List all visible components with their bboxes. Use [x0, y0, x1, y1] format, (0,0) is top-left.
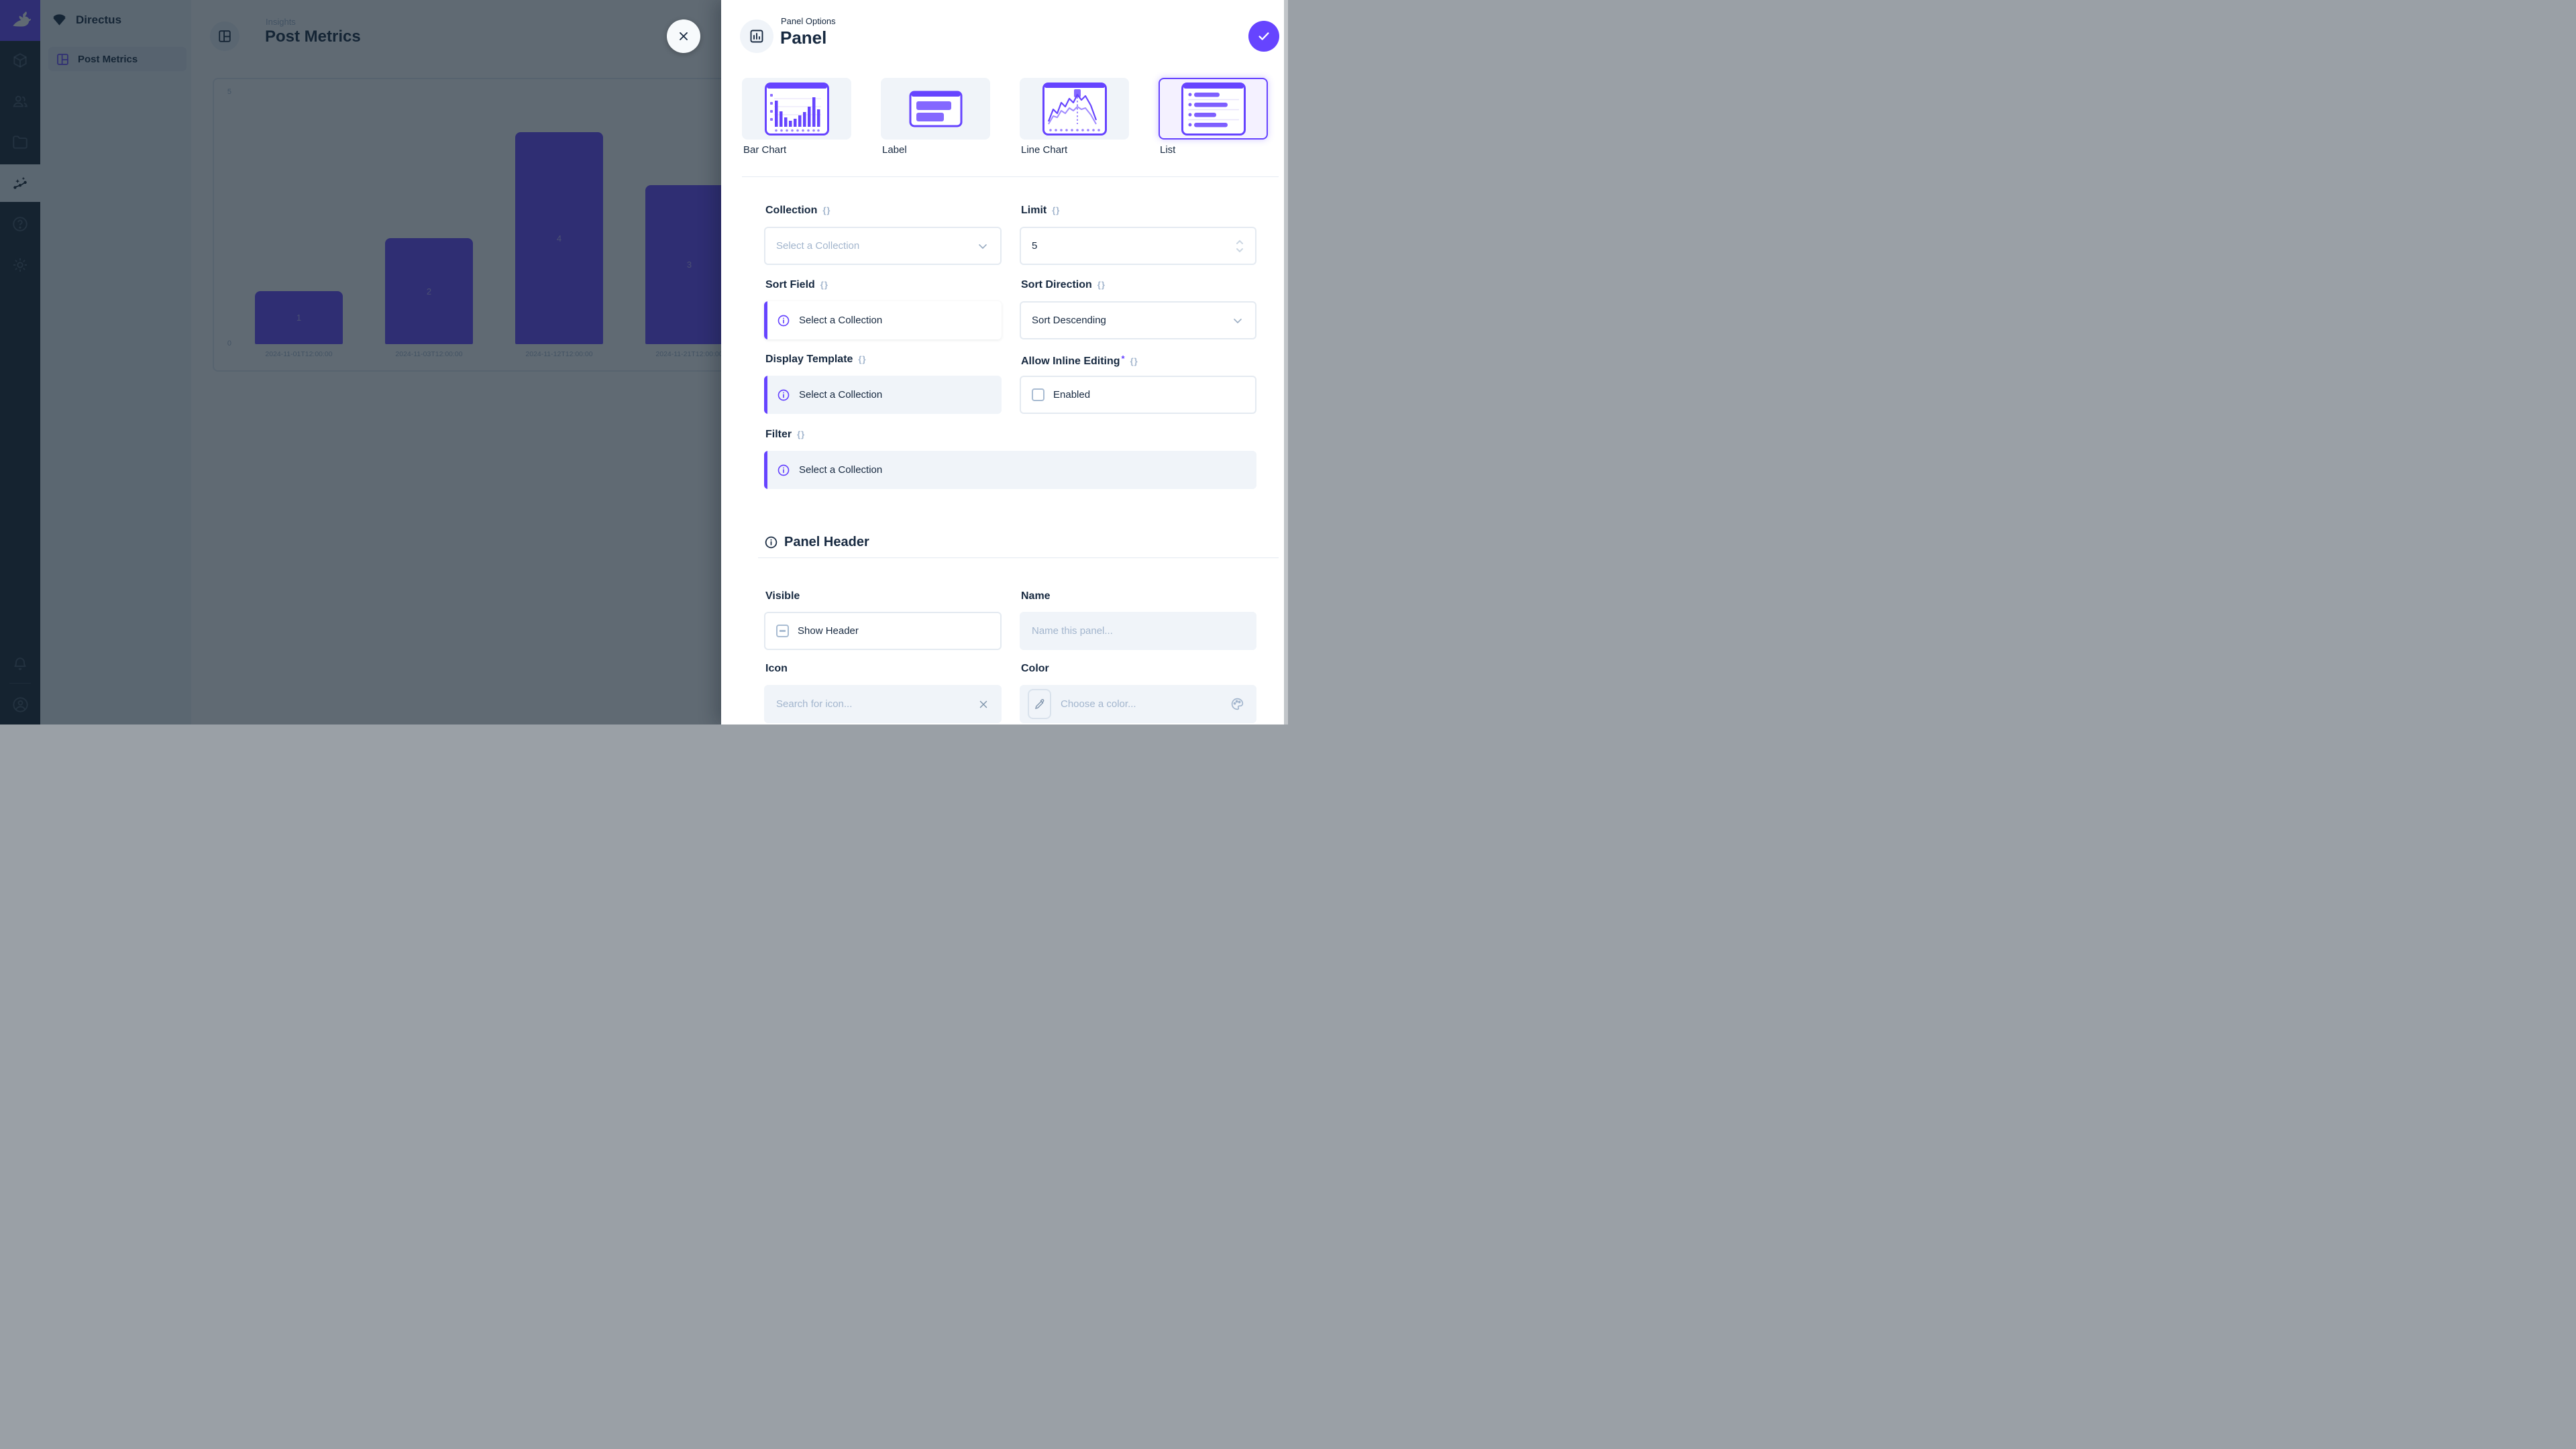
icon-search-field[interactable]: Search for icon...	[764, 685, 1002, 723]
field-label-icon: Icon	[765, 663, 788, 674]
bar-chart-illustration	[764, 82, 829, 136]
raw-value-icon[interactable]: {}	[1130, 356, 1138, 366]
field-label-limit: Limit{}	[1021, 205, 1061, 216]
checkbox-label: Show Header	[798, 625, 859, 637]
line-chart-illustration	[1042, 82, 1107, 136]
limit-value: 5	[1032, 240, 1038, 252]
sort-field-notice: Select a Collection	[764, 301, 1002, 339]
color-field[interactable]: Choose a color...	[1020, 685, 1256, 723]
filter-notice: Select a Collection	[764, 451, 1256, 489]
panel-options-drawer: Panel Options Panel	[721, 0, 1288, 724]
field-label-sort-direction: Sort Direction{}	[1021, 279, 1106, 290]
panel-type-label-text: List	[1160, 144, 1176, 156]
eyedropper-button[interactable]	[1028, 689, 1051, 719]
list-illustration	[1181, 82, 1246, 136]
raw-value-icon[interactable]: {}	[1052, 205, 1061, 215]
number-stepper-icon[interactable]	[1235, 237, 1244, 255]
insert-chart-icon	[750, 30, 763, 43]
field-label-visible: Visible	[765, 590, 800, 602]
panel-type-line-chart[interactable]	[1020, 78, 1129, 140]
panel-type-label[interactable]	[881, 78, 990, 140]
drawer-backdrop[interactable]	[0, 0, 721, 724]
raw-value-icon[interactable]: {}	[1097, 280, 1106, 290]
visible-field[interactable]: Show Header	[764, 612, 1002, 650]
panel-type-label-text: Bar Chart	[743, 144, 787, 156]
section-title: Panel Header	[784, 535, 869, 549]
check-icon	[1258, 32, 1269, 40]
section-divider	[742, 176, 1279, 177]
save-button[interactable]	[1248, 21, 1279, 52]
chevron-down-icon	[1234, 318, 1242, 323]
field-label-color: Color	[1021, 663, 1049, 674]
icon-placeholder: Search for icon...	[776, 698, 853, 710]
name-field[interactable]: Name this panel...	[1020, 612, 1256, 650]
limit-input[interactable]: 5	[1020, 227, 1256, 265]
name-placeholder: Name this panel...	[1032, 625, 1113, 637]
raw-value-icon[interactable]: {}	[797, 429, 806, 439]
collection-select[interactable]: Select a Collection	[764, 227, 1002, 265]
field-label-collection: Collection{}	[765, 205, 831, 216]
field-label-name: Name	[1021, 590, 1051, 602]
eyedropper-icon	[1034, 698, 1044, 709]
drawer-kicker: Panel Options	[781, 16, 836, 26]
info-icon	[765, 536, 777, 549]
field-label-sort-field: Sort Field{}	[765, 279, 828, 290]
field-label-allow-inline-editing: Allow Inline Editing *{}	[1021, 354, 1138, 367]
checkbox-indeterminate[interactable]	[776, 625, 789, 637]
drawer-scrollbar[interactable]	[1284, 0, 1288, 724]
sort-direction-select[interactable]: Sort Descending	[1020, 301, 1256, 339]
required-asterisk: *	[1121, 354, 1125, 364]
raw-value-icon[interactable]: {}	[820, 280, 828, 290]
raw-value-icon[interactable]: {}	[822, 205, 831, 215]
info-icon	[777, 315, 790, 326]
app-window: Directus Post Metrics Insights Post Metr…	[0, 0, 1288, 724]
sort-direction-value: Sort Descending	[1032, 315, 1106, 326]
checkbox-unchecked[interactable]	[1032, 388, 1044, 401]
close-icon	[680, 32, 688, 40]
drawer-title: Panel	[780, 28, 827, 48]
chevron-down-icon	[979, 244, 987, 249]
panel-type-label-text: Label	[882, 144, 907, 156]
allow-inline-editing-field[interactable]: Enabled	[1020, 376, 1256, 414]
panel-type-bar-chart[interactable]	[742, 78, 851, 140]
label-illustration	[909, 91, 962, 127]
field-label-filter: Filter{}	[765, 429, 806, 440]
panel-header-section-heading: Panel Header	[764, 535, 869, 550]
info-icon	[777, 464, 790, 476]
palette-icon	[1231, 698, 1244, 710]
section-divider	[758, 557, 1279, 558]
field-label-display-template: Display Template{}	[765, 354, 867, 365]
checkbox-label: Enabled	[1053, 389, 1091, 400]
drawer-close-button[interactable]	[667, 19, 700, 53]
panel-type-label-text: Line Chart	[1021, 144, 1068, 156]
clear-icon[interactable]	[977, 698, 989, 710]
panel-type-list[interactable]	[1159, 78, 1268, 140]
info-icon	[777, 389, 790, 400]
color-placeholder: Choose a color...	[1061, 698, 1136, 710]
raw-value-icon[interactable]: {}	[858, 354, 867, 364]
display-template-notice: Select a Collection	[764, 376, 1002, 414]
drawer-header-icon-button[interactable]	[740, 19, 773, 53]
